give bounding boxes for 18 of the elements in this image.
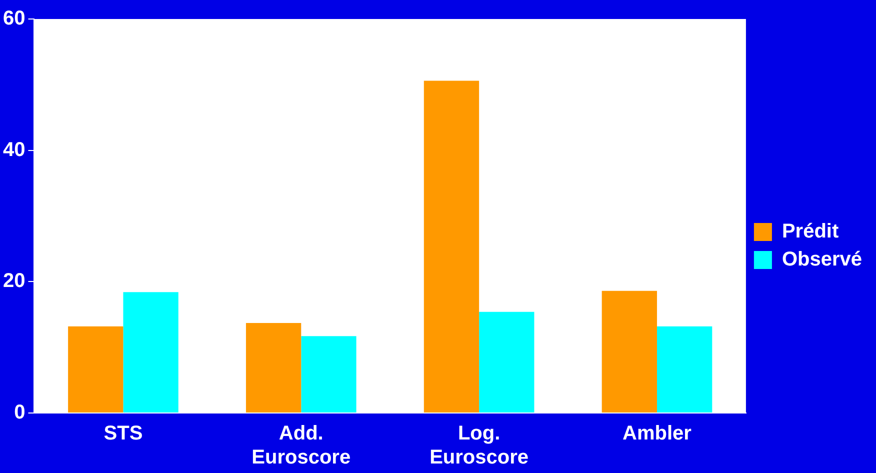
bar xyxy=(602,290,657,412)
legend-label: Observé xyxy=(782,248,862,271)
x-tick-label: Add. Euroscore xyxy=(252,422,351,469)
y-tick-label: 40 xyxy=(2,138,26,161)
bar xyxy=(479,312,534,412)
y-tick-label: 60 xyxy=(2,8,26,30)
bar xyxy=(424,80,480,412)
legend-label: Prédit xyxy=(782,220,839,243)
x-tick-label: Log. Euroscore xyxy=(430,422,529,469)
x-tick-label: STS xyxy=(104,422,143,445)
bar xyxy=(246,323,302,412)
bar xyxy=(301,336,356,412)
y-tick-label: 0 xyxy=(14,402,26,424)
y-tick-label: 20 xyxy=(2,270,26,292)
bar xyxy=(123,292,178,412)
bar xyxy=(68,326,124,412)
bar xyxy=(656,326,712,412)
x-tick-label: Ambler xyxy=(622,422,692,445)
